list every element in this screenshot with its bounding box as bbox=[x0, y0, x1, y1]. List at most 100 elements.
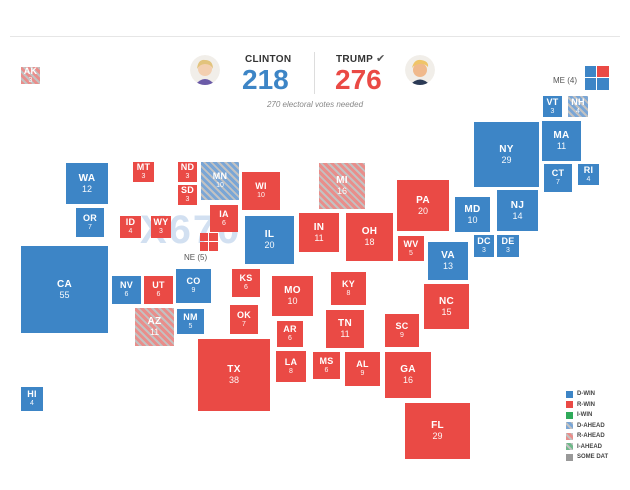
state-electoral-votes: 3 bbox=[185, 173, 190, 180]
state-abbrev: UT bbox=[152, 280, 165, 290]
state-md[interactable]: MD 10 bbox=[455, 197, 490, 232]
state-electoral-votes: 10 bbox=[287, 296, 298, 306]
state-fl[interactable]: FL 29 bbox=[405, 403, 470, 459]
state-electoral-votes: 55 bbox=[59, 289, 70, 300]
state-abbrev: MN bbox=[212, 171, 228, 181]
state-electoral-votes: 29 bbox=[501, 154, 512, 165]
state-electoral-votes: 29 bbox=[432, 431, 443, 441]
legend-item-dwin: D-WIN bbox=[566, 389, 608, 400]
state-electoral-votes: 3 bbox=[141, 173, 146, 180]
state-nd[interactable]: ND 3 bbox=[178, 162, 197, 182]
state-ks[interactable]: KS 6 bbox=[232, 269, 260, 297]
state-abbrev: AR bbox=[283, 324, 297, 334]
state-abbrev: WI bbox=[255, 181, 267, 191]
state-co[interactable]: CO 9 bbox=[176, 269, 211, 303]
state-sc[interactable]: SC 9 bbox=[385, 314, 419, 347]
state-electoral-votes: 11 bbox=[149, 327, 160, 337]
state-abbrev: OH bbox=[361, 226, 378, 237]
state-il[interactable]: IL 20 bbox=[245, 216, 294, 264]
state-wi[interactable]: WI 10 bbox=[242, 172, 280, 210]
state-wa[interactable]: WA 12 bbox=[66, 163, 108, 204]
state-abbrev: SC bbox=[395, 320, 409, 331]
state-nm[interactable]: NM 5 bbox=[177, 309, 204, 334]
state-electoral-votes: 10 bbox=[216, 182, 224, 189]
state-al[interactable]: AL 9 bbox=[345, 352, 380, 386]
state-ut[interactable]: UT 6 bbox=[144, 276, 173, 304]
state-electoral-votes: 20 bbox=[417, 205, 428, 216]
state-in[interactable]: IN 11 bbox=[299, 213, 339, 252]
state-wv[interactable]: WV 5 bbox=[398, 236, 424, 261]
state-ct[interactable]: CT 7 bbox=[544, 164, 572, 192]
state-ny[interactable]: NY 29 bbox=[474, 122, 539, 187]
state-abbrev: WV bbox=[403, 238, 419, 249]
state-nj[interactable]: NJ 14 bbox=[497, 190, 538, 231]
state-ms[interactable]: MS 6 bbox=[313, 352, 340, 379]
state-abbrev: NV bbox=[119, 280, 134, 290]
state-ky[interactable]: KY 8 bbox=[331, 272, 366, 305]
trump-votes: 276 bbox=[335, 64, 382, 95]
trump-name: TRUMP bbox=[336, 54, 374, 65]
state-abbrev: CO bbox=[186, 276, 201, 286]
state-ga[interactable]: GA 16 bbox=[385, 352, 431, 398]
state-nh[interactable]: NH 4 bbox=[568, 96, 588, 117]
state-de[interactable]: DE 3 bbox=[497, 235, 519, 257]
maine-district-grid[interactable] bbox=[585, 66, 609, 90]
state-electoral-votes: 6 bbox=[222, 219, 226, 227]
state-wy[interactable]: WY 3 bbox=[151, 216, 171, 238]
state-abbrev: NY bbox=[499, 143, 514, 155]
state-mi[interactable]: MI 16 bbox=[319, 163, 365, 209]
state-electoral-votes: 13 bbox=[442, 261, 453, 271]
state-abbrev: RI bbox=[583, 164, 594, 175]
state-abbrev: CA bbox=[56, 278, 73, 290]
state-az[interactable]: AZ 11 bbox=[135, 308, 174, 346]
state-tn[interactable]: TN 11 bbox=[326, 310, 364, 348]
legend-item-iwin: I-WIN bbox=[566, 410, 608, 421]
state-abbrev: KS bbox=[239, 273, 253, 283]
state-tx[interactable]: TX 38 bbox=[198, 339, 270, 411]
state-abbrev: MS bbox=[319, 355, 334, 366]
state-oh[interactable]: OH 18 bbox=[346, 213, 393, 261]
state-pa[interactable]: PA 20 bbox=[397, 180, 449, 231]
state-sd[interactable]: SD 3 bbox=[178, 185, 197, 205]
legend-item-rahead: R-AHEAD bbox=[566, 431, 608, 442]
state-electoral-votes: 5 bbox=[188, 322, 193, 330]
state-abbrev: KY bbox=[341, 278, 356, 289]
state-ok[interactable]: OK 7 bbox=[230, 305, 258, 334]
state-abbrev: ID bbox=[125, 217, 136, 227]
state-electoral-votes: 7 bbox=[556, 179, 560, 186]
state-nv[interactable]: NV 6 bbox=[112, 276, 141, 304]
state-electoral-votes: 12 bbox=[81, 183, 92, 194]
state-ca[interactable]: CA 55 bbox=[21, 246, 108, 333]
state-va[interactable]: VA 13 bbox=[428, 242, 468, 280]
state-electoral-votes: 10 bbox=[467, 214, 478, 225]
legend-item-rwin: R-WIN bbox=[566, 400, 608, 411]
nebraska-district-grid[interactable] bbox=[200, 233, 218, 251]
state-vt[interactable]: VT 3 bbox=[543, 96, 562, 117]
state-la[interactable]: LA 8 bbox=[276, 351, 306, 382]
state-nc[interactable]: NC 15 bbox=[424, 284, 469, 329]
state-id[interactable]: ID 4 bbox=[120, 216, 141, 238]
state-electoral-votes: 3 bbox=[550, 107, 555, 115]
state-abbrev: MI bbox=[336, 175, 348, 186]
state-electoral-votes: 4 bbox=[586, 175, 591, 183]
state-or[interactable]: OR 7 bbox=[76, 208, 104, 237]
state-dc[interactable]: DC 3 bbox=[474, 235, 494, 257]
state-abbrev: TN bbox=[338, 318, 352, 329]
state-abbrev: OR bbox=[82, 212, 98, 223]
state-mn[interactable]: MN 10 bbox=[201, 162, 239, 200]
state-abbrev: AL bbox=[356, 359, 369, 369]
state-electoral-votes: 5 bbox=[409, 249, 413, 257]
state-ar[interactable]: AR 6 bbox=[277, 321, 303, 347]
state-electoral-votes: 6 bbox=[324, 366, 329, 374]
state-ma[interactable]: MA 11 bbox=[542, 121, 581, 161]
state-hi[interactable]: HI 4 bbox=[21, 387, 43, 411]
state-abbrev: ND bbox=[180, 162, 195, 172]
state-abbrev: HI bbox=[27, 389, 37, 399]
state-mo[interactable]: MO 10 bbox=[272, 276, 313, 316]
state-ia[interactable]: IA 6 bbox=[210, 205, 238, 232]
state-ri[interactable]: RI 4 bbox=[578, 164, 599, 185]
state-mt[interactable]: MT 3 bbox=[133, 162, 154, 182]
state-abbrev: PA bbox=[416, 194, 430, 206]
state-ak[interactable]: AK 3 bbox=[21, 66, 40, 84]
state-electoral-votes: 6 bbox=[156, 291, 161, 298]
